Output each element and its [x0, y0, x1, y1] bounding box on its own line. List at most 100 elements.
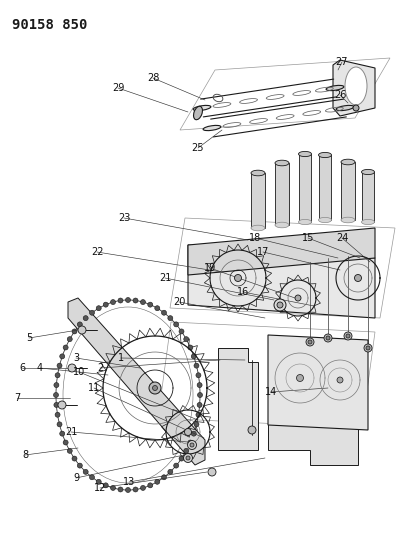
- Ellipse shape: [54, 383, 59, 387]
- Ellipse shape: [341, 159, 355, 165]
- Ellipse shape: [77, 463, 82, 468]
- Ellipse shape: [179, 456, 184, 461]
- Ellipse shape: [78, 326, 86, 334]
- Ellipse shape: [188, 345, 193, 350]
- Text: 26: 26: [334, 90, 346, 100]
- Ellipse shape: [234, 274, 241, 281]
- Ellipse shape: [57, 422, 62, 427]
- Ellipse shape: [194, 422, 199, 427]
- Text: 21: 21: [65, 427, 77, 437]
- Ellipse shape: [345, 67, 367, 105]
- Polygon shape: [268, 335, 368, 430]
- Text: 3: 3: [73, 353, 79, 363]
- Ellipse shape: [183, 454, 192, 463]
- Ellipse shape: [68, 364, 76, 372]
- Text: 8: 8: [22, 450, 28, 460]
- Ellipse shape: [126, 488, 130, 492]
- Ellipse shape: [162, 475, 166, 480]
- Polygon shape: [341, 162, 355, 220]
- Ellipse shape: [203, 125, 221, 131]
- Ellipse shape: [318, 217, 332, 223]
- Text: 28: 28: [147, 73, 159, 83]
- Text: 18: 18: [249, 233, 261, 243]
- Polygon shape: [68, 298, 205, 465]
- Text: 15: 15: [302, 233, 314, 243]
- Polygon shape: [218, 348, 258, 450]
- Ellipse shape: [362, 220, 375, 224]
- Ellipse shape: [83, 470, 88, 474]
- Polygon shape: [188, 228, 375, 275]
- Ellipse shape: [275, 222, 289, 228]
- Ellipse shape: [326, 336, 330, 340]
- Ellipse shape: [306, 338, 314, 346]
- Ellipse shape: [58, 401, 66, 409]
- Ellipse shape: [90, 310, 94, 315]
- Ellipse shape: [298, 151, 311, 157]
- Ellipse shape: [362, 169, 375, 175]
- Text: 19: 19: [204, 263, 216, 273]
- Polygon shape: [275, 163, 289, 225]
- Ellipse shape: [197, 402, 202, 407]
- Ellipse shape: [190, 443, 194, 447]
- Ellipse shape: [346, 334, 350, 338]
- Ellipse shape: [155, 479, 160, 484]
- Ellipse shape: [275, 160, 289, 166]
- Ellipse shape: [295, 295, 301, 301]
- Text: 9: 9: [73, 473, 79, 483]
- Text: 13: 13: [123, 477, 135, 487]
- Ellipse shape: [133, 487, 138, 492]
- Polygon shape: [333, 60, 375, 116]
- Text: 7: 7: [14, 393, 20, 403]
- Ellipse shape: [60, 354, 65, 359]
- Ellipse shape: [354, 274, 362, 281]
- Ellipse shape: [53, 392, 58, 398]
- Polygon shape: [319, 155, 331, 220]
- Ellipse shape: [90, 475, 94, 480]
- Text: 1: 1: [118, 353, 124, 363]
- Ellipse shape: [174, 463, 179, 468]
- Ellipse shape: [72, 456, 77, 461]
- Polygon shape: [188, 245, 375, 318]
- Text: 20: 20: [173, 297, 185, 307]
- Text: 22: 22: [91, 247, 103, 257]
- Ellipse shape: [196, 373, 201, 378]
- Polygon shape: [299, 154, 311, 222]
- Ellipse shape: [364, 344, 372, 352]
- Text: 4: 4: [37, 363, 43, 373]
- Ellipse shape: [194, 106, 202, 120]
- Ellipse shape: [111, 300, 115, 304]
- Ellipse shape: [54, 402, 59, 407]
- Text: 21: 21: [159, 273, 171, 283]
- Ellipse shape: [67, 448, 72, 454]
- Ellipse shape: [344, 332, 352, 340]
- Ellipse shape: [148, 302, 153, 307]
- Ellipse shape: [179, 329, 184, 334]
- Polygon shape: [251, 173, 265, 228]
- Ellipse shape: [141, 300, 145, 304]
- Ellipse shape: [185, 429, 192, 435]
- Ellipse shape: [336, 106, 354, 110]
- Ellipse shape: [196, 412, 201, 417]
- Text: 5: 5: [26, 333, 32, 343]
- Ellipse shape: [133, 298, 138, 303]
- Text: 25: 25: [192, 143, 204, 153]
- Text: 16: 16: [237, 287, 249, 297]
- Ellipse shape: [57, 363, 62, 368]
- Polygon shape: [268, 405, 358, 465]
- Ellipse shape: [251, 225, 265, 231]
- Ellipse shape: [103, 483, 108, 488]
- Ellipse shape: [208, 468, 216, 476]
- Ellipse shape: [63, 345, 68, 350]
- Ellipse shape: [274, 299, 286, 311]
- Ellipse shape: [149, 382, 161, 394]
- Ellipse shape: [337, 377, 343, 383]
- Ellipse shape: [194, 363, 199, 368]
- Text: 90158 850: 90158 850: [12, 18, 87, 32]
- Ellipse shape: [191, 354, 196, 359]
- Ellipse shape: [193, 106, 211, 110]
- Ellipse shape: [277, 302, 283, 308]
- Text: 29: 29: [112, 83, 124, 93]
- Ellipse shape: [191, 431, 196, 436]
- Text: 14: 14: [265, 387, 277, 397]
- Ellipse shape: [162, 310, 166, 315]
